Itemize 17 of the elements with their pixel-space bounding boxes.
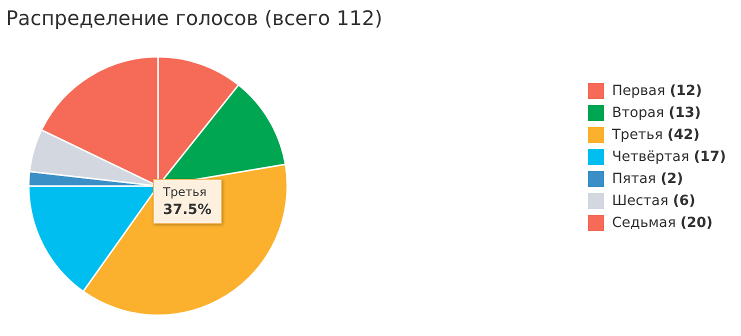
legend-label: Четвёртая [612, 149, 690, 165]
data-label: (6) [672, 193, 696, 209]
text: Третья [163, 185, 207, 199]
data-label: (2) [660, 171, 684, 187]
legend-label: Седьмая [612, 215, 677, 231]
data-label: (13) [668, 105, 701, 121]
legend-label: Пятая [612, 171, 658, 187]
legend-label: Первая [612, 83, 666, 99]
legend-label: Третья [612, 127, 664, 143]
data-label: (42) [667, 127, 700, 143]
data-label: (12) [670, 83, 702, 99]
text: 37.5% [163, 202, 212, 218]
legend-label: Шестая [612, 193, 670, 209]
legend-label: Вторая [612, 105, 666, 121]
chart-title: Распределение голосов (всего 112) [6, 6, 382, 30]
data-label: (20) [680, 215, 713, 231]
data-label: (17) [694, 149, 726, 165]
